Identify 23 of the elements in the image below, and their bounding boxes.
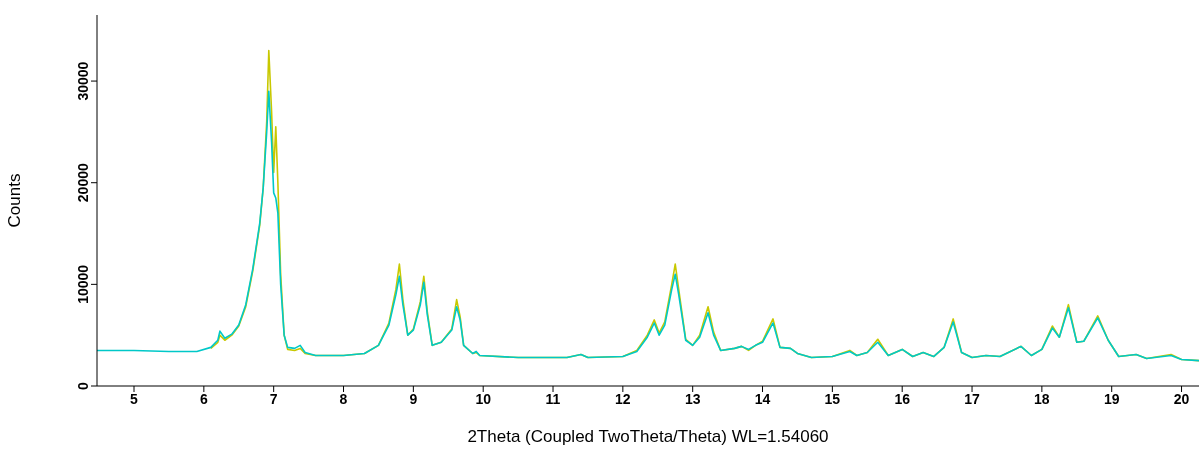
x-axis-title: 2Theta (Coupled TwoTheta/Theta) WL=1.54060: [467, 427, 829, 446]
y-tick-label: 0: [74, 381, 91, 390]
x-tick-label: 6: [199, 390, 208, 407]
x-tick-label: 14: [754, 390, 771, 407]
x-tick-label: 17: [964, 390, 981, 407]
y-tick-label: 30000: [74, 61, 91, 101]
x-tick-label: 12: [615, 390, 631, 407]
x-tick-label: 5: [130, 390, 139, 407]
y-tick-label: 10000: [74, 264, 91, 304]
x-tick-label: 11: [545, 390, 561, 407]
x-tick-label: 13: [684, 390, 701, 407]
line-series: [97, 90, 1199, 362]
y-tick-label: 20000: [74, 163, 91, 203]
x-tick-label: 15: [824, 390, 841, 407]
y-axis-title: Counts: [5, 173, 25, 228]
x-tick-label: 9: [409, 390, 418, 407]
x-tick-label: 7: [269, 390, 278, 407]
x-tick-label: 20: [1173, 390, 1190, 407]
x-tick-label: 16: [894, 390, 911, 407]
x-tick-label: 8: [339, 390, 348, 407]
x-tick-label: 10: [475, 390, 492, 407]
x-tick-label: 18: [1034, 390, 1050, 407]
x-tick-label: 19: [1103, 390, 1120, 407]
